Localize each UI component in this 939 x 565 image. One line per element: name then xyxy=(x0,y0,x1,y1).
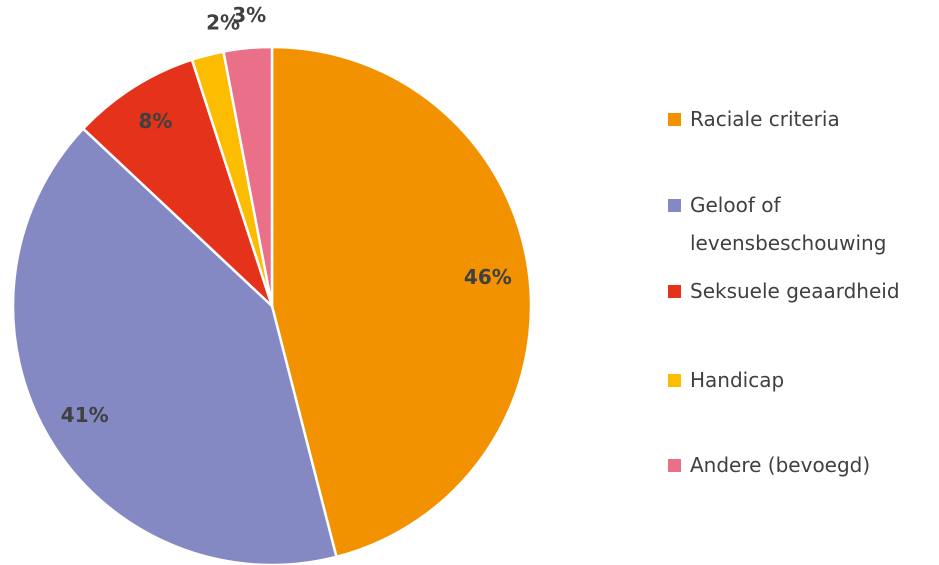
legend-swatch xyxy=(668,113,681,126)
pie-slice xyxy=(222,45,274,307)
legend-item: Handicap xyxy=(668,361,930,399)
legend-label: Geloof of levensbeschouwing xyxy=(690,193,887,255)
legend-label: Seksuele geaardheid xyxy=(690,279,900,303)
legend-item: Seksuele geaardheid xyxy=(668,272,930,310)
data-label: 41% xyxy=(61,403,109,427)
legend-label: Andere (bevoegd) xyxy=(690,453,871,477)
data-label: 3% xyxy=(232,3,266,27)
legend-label: Handicap xyxy=(690,368,785,392)
pie-slice xyxy=(270,45,533,559)
data-label: 8% xyxy=(138,109,172,133)
data-label: 2% xyxy=(206,10,240,34)
legend-item: Raciale criteria xyxy=(668,100,930,138)
pie-slice xyxy=(11,126,338,565)
legend-item: Andere (bevoegd) xyxy=(668,446,930,484)
legend-item: Geloof of levensbeschouwing xyxy=(668,186,930,262)
pie-slice xyxy=(81,58,274,307)
legend-swatch xyxy=(668,374,681,387)
legend-label: Raciale criteria xyxy=(690,107,840,131)
legend-swatch xyxy=(668,199,681,212)
legend-swatch xyxy=(668,459,681,472)
data-label: 46% xyxy=(464,265,512,289)
legend-swatch xyxy=(668,285,681,298)
